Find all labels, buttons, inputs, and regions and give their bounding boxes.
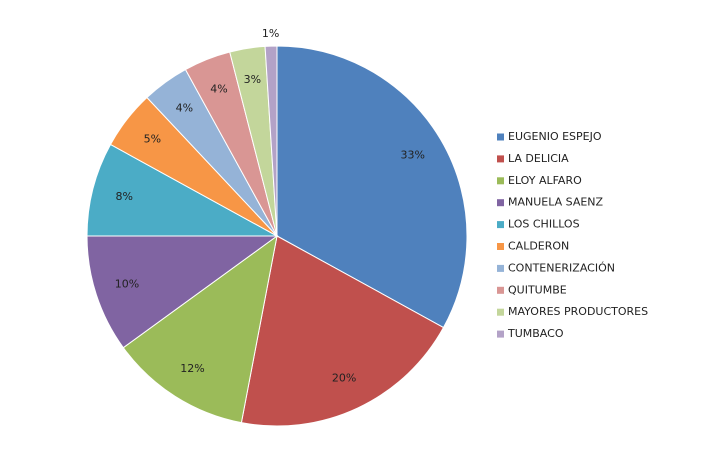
data-label: 4%	[210, 82, 227, 95]
data-label: 10%	[115, 278, 139, 291]
data-label: 12%	[180, 362, 204, 375]
legend-swatch	[497, 221, 504, 229]
legend-swatch	[497, 286, 504, 294]
legend-label: CONTENERIZACIÓN	[508, 261, 615, 274]
legend-swatch	[497, 308, 504, 316]
legend-swatch	[497, 177, 504, 185]
legend-label: QUITUMBE	[508, 283, 567, 296]
pie-slice	[122, 234, 278, 424]
pie-slice	[240, 235, 445, 427]
data-label: 8%	[116, 190, 133, 203]
legend-label: MANUELA SAENZ	[508, 196, 604, 209]
legend-swatch	[497, 330, 504, 338]
legend-swatch	[497, 264, 504, 272]
legend-swatch	[497, 133, 504, 141]
legend-label: LA DELICIA	[508, 152, 569, 165]
legend-label: ELOY ALFARO	[508, 174, 582, 187]
legend-swatch	[497, 199, 504, 207]
legend-swatch	[497, 155, 504, 163]
data-label: 3%	[244, 73, 261, 86]
data-label: 1%	[262, 27, 279, 40]
data-label: 4%	[176, 101, 193, 114]
legend-label: MAYORES PRODUCTORES	[508, 305, 648, 318]
legend-swatch	[497, 243, 504, 250]
pie-slice	[86, 143, 278, 237]
legend-label: CALDERON	[508, 240, 569, 253]
data-label: 20%	[332, 372, 356, 385]
pie-slice	[86, 235, 279, 349]
pie-slice	[276, 45, 468, 329]
data-label: 33%	[401, 149, 425, 162]
data-label: 5%	[144, 132, 161, 145]
pie-slice	[264, 45, 278, 237]
legend-label: LOS CHILLOS	[508, 218, 580, 231]
legend-label: TUMBACO	[507, 327, 564, 340]
legend-label: EUGENIO ESPEJO	[508, 130, 602, 143]
